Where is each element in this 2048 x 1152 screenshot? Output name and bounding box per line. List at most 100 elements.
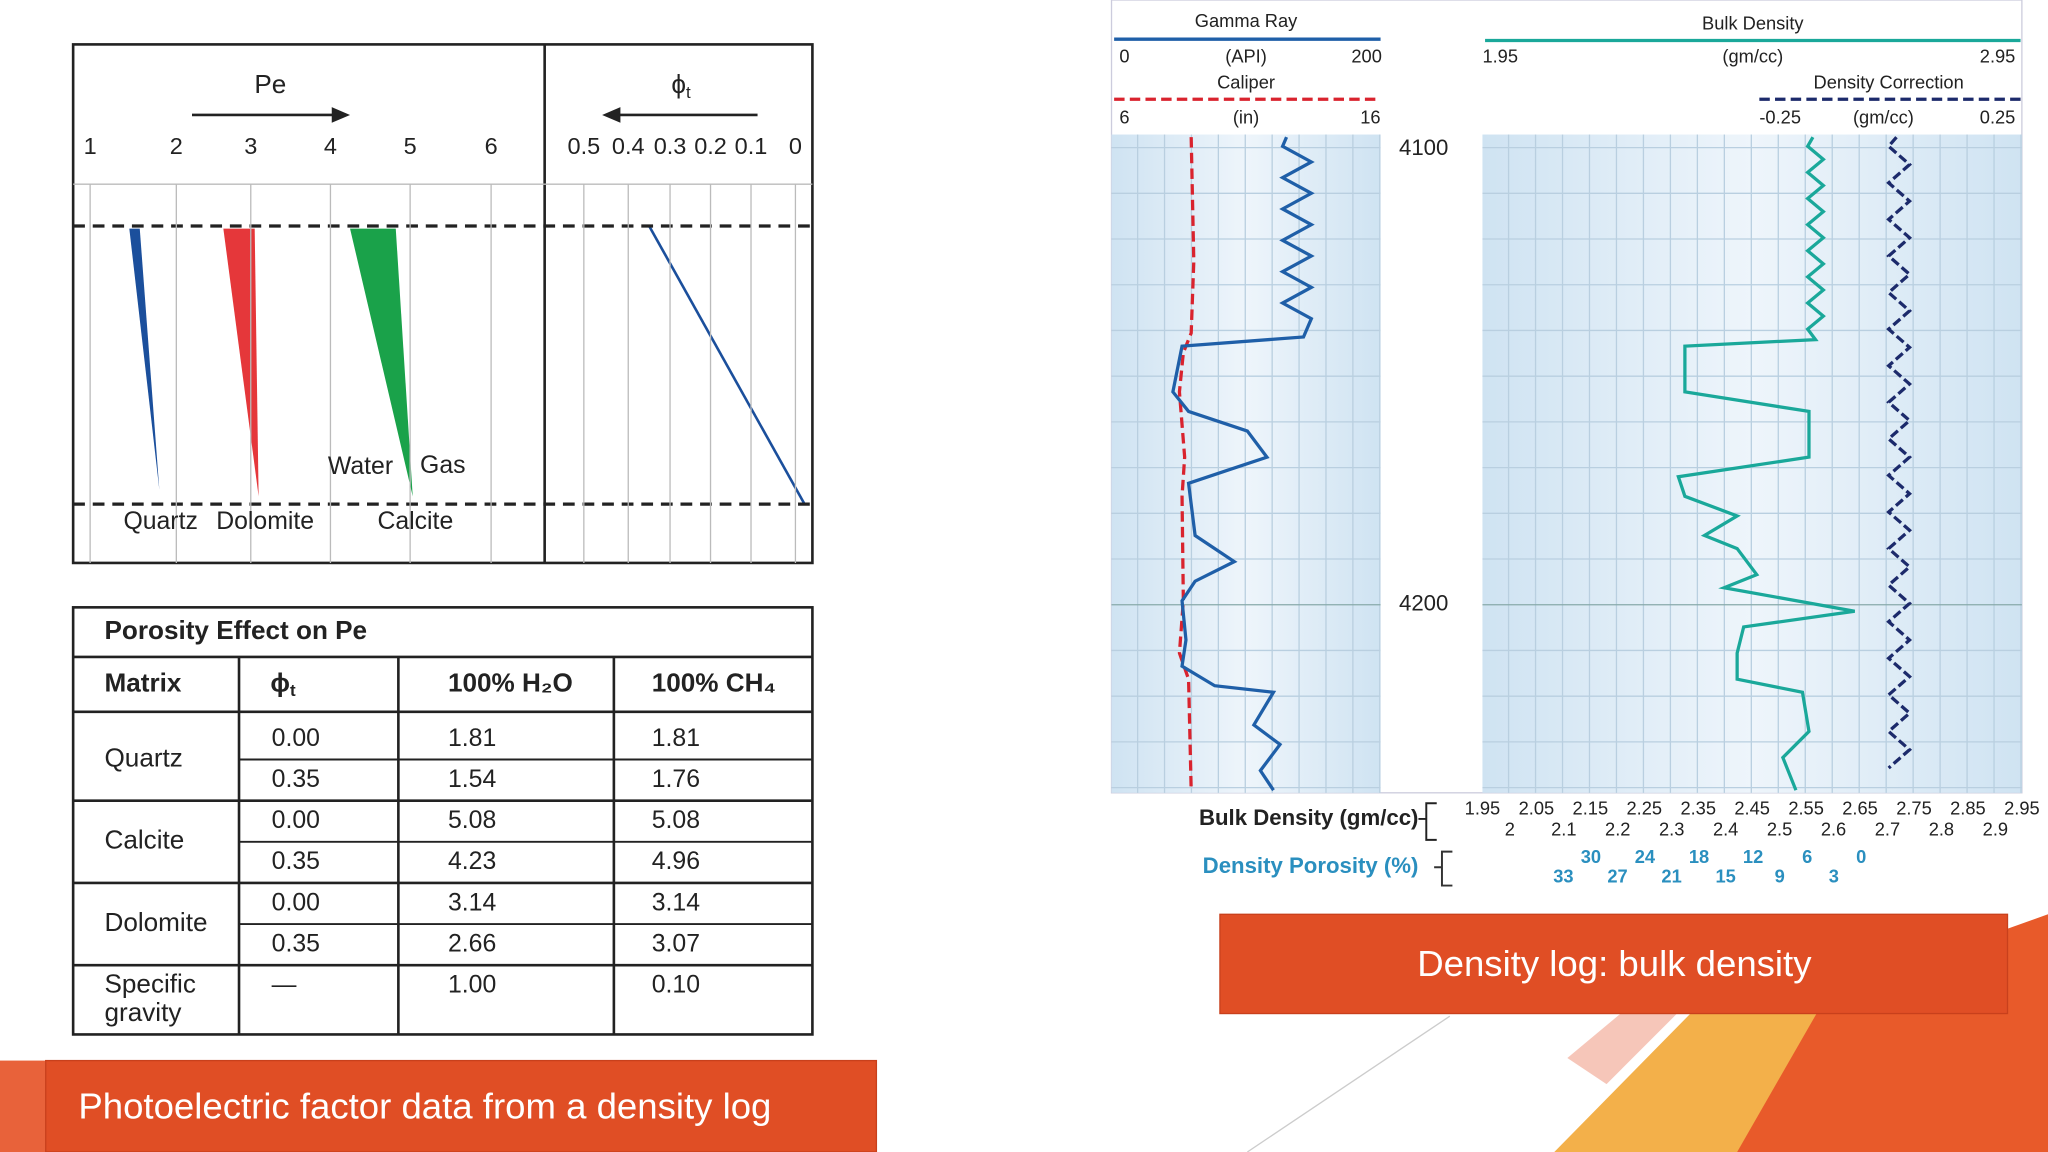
scale-max: 16: [1360, 107, 1380, 128]
scale-unit: (gm/cc): [1722, 45, 1783, 66]
scale-tick: 2.35: [1680, 798, 1716, 819]
scale-unit: (gm/cc): [1853, 107, 1914, 128]
scale-min: 6: [1119, 107, 1129, 128]
scale-tick: 2.55: [1788, 798, 1824, 819]
cell: 5.08: [652, 807, 700, 834]
caption: Photoelectric factor data from a density…: [78, 1086, 771, 1127]
axis-title: ϕt: [671, 69, 691, 102]
scale-max: 200: [1351, 45, 1381, 66]
column-header: ϕt: [270, 667, 296, 700]
scale-tick: 2.8: [1929, 819, 1954, 840]
scale-min: 1.95: [1482, 45, 1518, 66]
tick-label: 5: [404, 133, 417, 159]
cell: 0.00: [272, 889, 320, 916]
row-header: Specific gravity: [104, 968, 195, 1027]
scale-tick: 12: [1743, 846, 1763, 867]
cell: 0.00: [272, 807, 320, 834]
cell: 1.81: [652, 725, 700, 752]
scale-tick: 2.75: [1896, 798, 1932, 819]
scale-tick: 33: [1553, 866, 1573, 887]
scale-label: Bulk Density (gm/cc): [1199, 805, 1418, 830]
cell: —: [272, 972, 297, 999]
column-header: Matrix: [104, 667, 181, 697]
row-header: Calcite: [104, 825, 184, 855]
cell: 4.23: [448, 848, 496, 875]
word: gravity: [104, 997, 181, 1027]
tick-label: 0.2: [694, 133, 727, 159]
scale-tick: 2.3: [1659, 819, 1684, 840]
scale-tick: 2.5: [1767, 819, 1792, 840]
tick-label: 3: [244, 133, 257, 159]
cell: 1.81: [448, 725, 496, 752]
scale-tick: 2.45: [1734, 798, 1770, 819]
cell: 3.14: [652, 889, 700, 916]
scale-tick: 2.85: [1950, 798, 1986, 819]
track-title: Gamma Ray: [1195, 10, 1298, 31]
track-title: Bulk Density: [1702, 13, 1804, 34]
caption: Density log: bulk density: [1417, 943, 1812, 984]
scale-tick: 2.05: [1519, 798, 1555, 819]
axis-title: Pe: [254, 69, 286, 99]
scale-unit: (in): [1233, 107, 1259, 128]
scale-tick: 9: [1775, 866, 1785, 887]
cell: 0.35: [272, 766, 320, 793]
word: Specific: [104, 968, 195, 998]
left-caption: [0, 1059, 878, 1152]
cell: 0.35: [272, 931, 320, 958]
mineral-label: Water: [328, 453, 393, 480]
tick-label: 0.4: [612, 133, 645, 159]
scale-tick: 0: [1856, 846, 1866, 867]
scale-tick: 21: [1661, 866, 1681, 887]
pe-figure: Pe 1 2 3 4 5 6 0.5 0.4 0.3 0.2 0.1 0 ϕt Water Gas Quartz…: [71, 43, 814, 565]
scale-tick: 18: [1689, 846, 1709, 867]
depth-label: 4200: [1399, 591, 1448, 616]
scale-unit: (API): [1225, 45, 1267, 66]
scale-tick: 2.65: [1842, 798, 1878, 819]
tick-label: 0.1: [735, 133, 768, 159]
mineral-label: Gas: [420, 452, 465, 479]
scale-tick: 2.95: [2004, 798, 2040, 819]
scale-tick: 2.6: [1821, 819, 1846, 840]
cell: 0.00: [272, 725, 320, 752]
track-title: Density Correction: [1814, 71, 1964, 92]
scale-tick: 27: [1607, 866, 1627, 887]
scale-max: 2.95: [1980, 45, 2016, 66]
scale-tick: 24: [1635, 846, 1656, 867]
scale-tick: 2.25: [1626, 798, 1662, 819]
scale-max: 0.25: [1980, 107, 2016, 128]
depth-label: 4100: [1399, 135, 1448, 160]
scale-tick: 2.1: [1551, 819, 1576, 840]
scale-tick: 6: [1802, 846, 1812, 867]
cell: 2.66: [448, 931, 496, 958]
column-header: 100% H₂O: [448, 667, 573, 697]
scale-tick: 2.9: [1983, 819, 2008, 840]
scale-tick: 2.2: [1605, 819, 1630, 840]
mineral-label: Dolomite: [216, 508, 314, 535]
cell: 1.00: [448, 972, 496, 999]
mineral-label: Calcite: [377, 508, 453, 535]
scale-tick: 3: [1829, 866, 1839, 887]
mineral-label: Quartz: [123, 508, 197, 535]
cell: 1.54: [448, 766, 496, 793]
tick-label: 1: [84, 133, 97, 159]
symbol: ϕ: [671, 69, 686, 99]
row-header: Dolomite: [104, 907, 207, 937]
tick-label: 0: [789, 133, 802, 159]
symbol: ϕ: [270, 667, 290, 697]
cell: 3.07: [652, 931, 700, 958]
tick-label: 6: [485, 133, 498, 159]
tick-label: 0.5: [568, 133, 601, 159]
gamma-ray-curve: [1171, 136, 1315, 792]
density-correction-curve: [1886, 136, 1913, 770]
scale-min: -0.25: [1759, 107, 1801, 128]
subscript: t: [686, 84, 691, 103]
tick-label: 0.3: [654, 133, 687, 159]
pe-table: Porosity Effect on Pe Matrix ϕt 100% H₂O 100…: [71, 606, 814, 1036]
bulk-density-curve: [1676, 136, 1855, 791]
scale-tick: 2.15: [1573, 798, 1609, 819]
track-title: Caliper: [1217, 71, 1275, 92]
log-figure: Gamma Ray 0 (API) 200 Caliper 6 (in) 16 Bulk Den…: [1110, 0, 2040, 887]
